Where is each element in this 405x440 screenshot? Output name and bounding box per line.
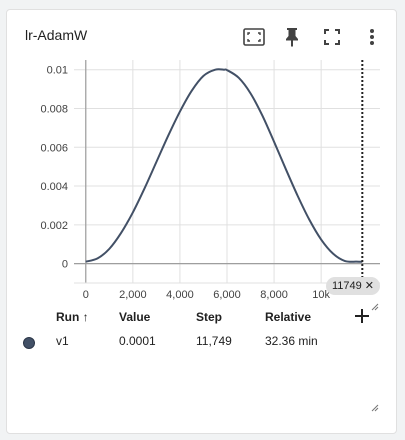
series-line-v1: [85, 68, 363, 263]
x-tick-label: 6,000: [213, 289, 241, 301]
header-relative: Relative: [265, 310, 312, 324]
axis-layer: 0 2,000 4,000 6,000 8,000 10k 0 0.002 0.004 0.006…: [40, 60, 380, 301]
x-tick-label: 8,000: [260, 289, 288, 301]
grid-layer: [74, 60, 380, 283]
y-tick-label: 0.008: [40, 103, 68, 115]
x-tick-label: 4,000: [166, 289, 194, 301]
run-color-swatch[interactable]: [23, 337, 35, 349]
step-marker-chip[interactable]: 11749 ✕: [326, 277, 380, 295]
x-tick-label: 2,000: [119, 289, 147, 301]
header-step: Step: [196, 310, 223, 324]
series-layer: [85, 68, 363, 263]
fullscreen-icon[interactable]: [319, 24, 345, 50]
add-column-icon[interactable]: [352, 306, 372, 326]
row-value: 0.0001: [119, 334, 156, 348]
row-run: v1: [56, 334, 69, 348]
more-vert-icon[interactable]: [359, 24, 385, 50]
chart-resize-icon[interactable]: [371, 303, 379, 311]
table-resize-icon[interactable]: [371, 404, 379, 412]
x-tick-label: 10k: [312, 289, 330, 301]
close-icon[interactable]: ✕: [364, 280, 374, 292]
x-tick-label: 0: [83, 289, 89, 301]
scalar-card: lr-AdamW: [6, 9, 397, 434]
step-marker-label: 11749: [332, 280, 362, 292]
pin-icon[interactable]: [279, 24, 305, 50]
y-tick-label: 0.01: [47, 65, 68, 77]
card-title: lr-AdamW: [25, 27, 88, 43]
y-tick-label: 0.004: [40, 181, 68, 193]
header-value: Value: [119, 310, 151, 324]
row-relative: 32.36 min: [265, 334, 318, 348]
fit-domain-icon[interactable]: [241, 24, 267, 50]
y-tick-label: 0.002: [40, 220, 68, 232]
header-run[interactable]: Run ↑: [56, 310, 89, 324]
row-step: 11,749: [196, 334, 232, 348]
y-tick-label: 0.006: [40, 142, 68, 154]
y-tick-label: 0: [62, 259, 68, 271]
